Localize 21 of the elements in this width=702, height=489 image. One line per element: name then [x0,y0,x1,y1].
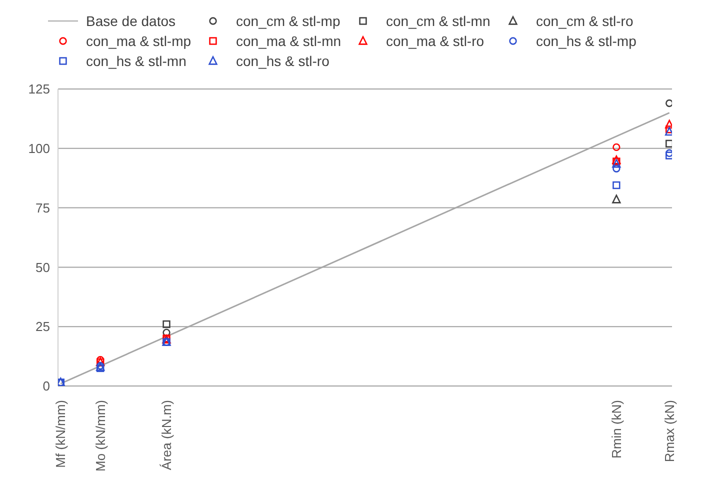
x-tick-label: Mo (kN/mm) [92,400,108,472]
y-tick-label: 25 [36,319,50,334]
y-tick-label: 100 [28,141,50,156]
legend-label: Base de datos [86,13,176,29]
x-tick-label: Rmin (kN) [608,400,624,458]
legend-label: con_cm & stl-mn [386,13,490,29]
legend-label: con_hs & stl-mn [86,53,186,69]
legend-label: con_hs & stl-ro [236,53,330,69]
legend-label: con_cm & stl-mp [236,13,340,29]
y-tick-label: 0 [42,378,50,394]
legend-label: con_ma & stl-ro [386,33,484,49]
legend-label: con_hs & stl-mp [536,33,636,49]
y-tick-label: 75 [36,200,50,216]
x-tick-label: Área (kN.m) [159,400,174,470]
y-tick-label: 50 [36,260,50,275]
legend-label: con_ma & stl-mn [236,33,342,49]
x-tick-label: Rmax (kN) [662,400,677,462]
legend-label: con_cm & stl-ro [536,13,634,29]
legend-label: con_ma & stl-mp [86,33,192,49]
y-tick-label: 125 [28,82,50,97]
x-tick-label: Mf (kN/mm) [53,400,68,468]
